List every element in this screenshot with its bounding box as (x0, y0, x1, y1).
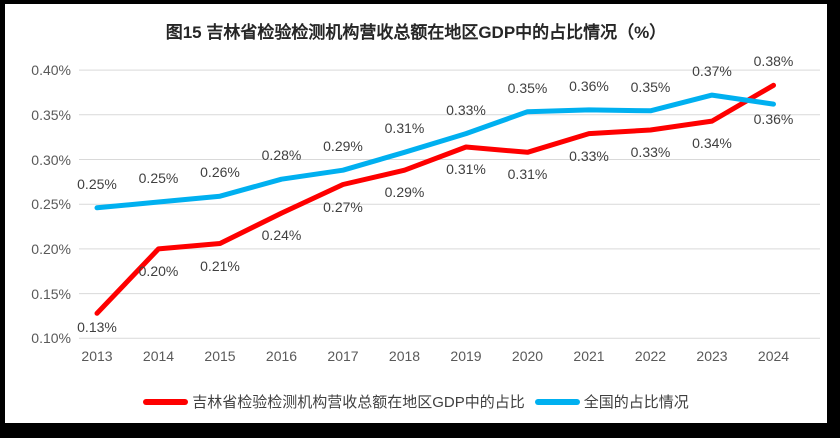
data-label: 0.27% (323, 198, 363, 215)
data-label: 0.33% (569, 147, 609, 164)
data-label: 0.31% (446, 161, 486, 177)
y-tick-label: 0.40% (31, 62, 71, 79)
series-line-0 (94, 82, 776, 316)
x-tick-label: 2015 (204, 348, 236, 364)
x-tick-label: 2017 (327, 348, 359, 364)
legend-swatch-icon (534, 398, 580, 405)
chart-title: 图15 吉林省检验检测机构营收总额在地区GDP中的占比情况（%） (165, 23, 667, 42)
data-label: 0.24% (261, 227, 302, 244)
x-tick-label: 2019 (450, 348, 482, 364)
x-tick-label: 2018 (388, 348, 421, 364)
data-label: 0.28% (261, 147, 302, 164)
x-tick-label: 2020 (511, 348, 544, 364)
data-label: 0.25% (77, 175, 117, 192)
data-label: 0.34% (692, 135, 732, 152)
data-label: 0.33% (630, 144, 671, 160)
data-label: 0.13% (77, 319, 117, 336)
data-label: 0.20% (138, 262, 179, 279)
legend-label: 吉林省检验检测机构营收总额在地区GDP中的占比 (192, 394, 525, 411)
data-label: 0.29% (323, 138, 363, 155)
data-label: 0.36% (569, 77, 609, 94)
series-line-1 (94, 92, 776, 211)
x-tick-label: 2023 (696, 348, 728, 364)
data-label: 0.26% (200, 164, 240, 181)
data-label: 0.35% (507, 79, 548, 96)
chart-labels-layer: 0.40% 0.35% 0.30% 0.25% 0.20% 0.15% 0.10% 2013 2… (5, 4, 827, 423)
data-label: 0.29% (384, 184, 425, 201)
data-label: 0.36% (753, 111, 794, 128)
data-label: 0.35% (630, 78, 671, 95)
data-label: 0.25% (138, 170, 179, 186)
x-tick-label: 2021 (573, 348, 605, 364)
line-chart-canvas (79, 69, 820, 339)
legend-label: 全国的占比情况 (583, 394, 689, 411)
x-tick-label: 2016 (265, 348, 298, 364)
y-tick-label: 0.25% (31, 196, 71, 213)
data-label: 0.37% (692, 63, 732, 80)
y-tick-label: 0.30% (31, 151, 71, 168)
data-label: 0.31% (507, 166, 548, 183)
x-tick-label: 2022 (634, 348, 667, 364)
y-tick-label: 0.10% (31, 330, 71, 347)
data-label: 0.21% (200, 257, 240, 274)
data-label: 0.33% (446, 101, 486, 118)
y-tick-label: 0.15% (31, 285, 71, 302)
x-tick-label: 2024 (757, 348, 790, 364)
x-tick-label: 2014 (142, 348, 175, 364)
data-label: 0.31% (384, 120, 425, 137)
x-tick-label: 2013 (81, 348, 113, 364)
legend-swatch-icon (143, 398, 189, 405)
legend: 吉林省检验检测机构营收总额在地区GDP中的占比 全国的占比情况 (5, 391, 827, 412)
y-tick-label: 0.35% (31, 106, 71, 123)
legend-item-0: 吉林省检验检测机构营收总额在地区GDP中的占比 (143, 391, 525, 412)
y-tick-label: 0.20% (31, 240, 71, 257)
data-label: 0.38% (753, 53, 794, 70)
legend-item-1: 全国的占比情况 (534, 391, 689, 412)
